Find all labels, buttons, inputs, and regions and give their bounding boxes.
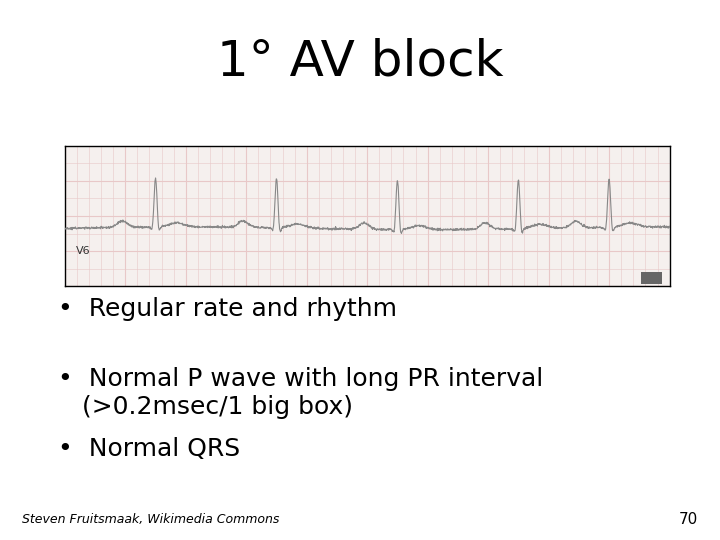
Text: •  Normal QRS: • Normal QRS: [58, 437, 240, 461]
Text: •  Normal P wave with long PR interval
   (>0.2msec/1 big box): • Normal P wave with long PR interval (>…: [58, 367, 543, 419]
Text: V6: V6: [76, 246, 90, 256]
Text: Steven Fruitsmaak, Wikimedia Commons: Steven Fruitsmaak, Wikimedia Commons: [22, 514, 279, 526]
Text: 1° AV block: 1° AV block: [217, 38, 503, 86]
Text: •  Regular rate and rhythm: • Regular rate and rhythm: [58, 297, 397, 321]
Text: 70: 70: [679, 511, 698, 526]
